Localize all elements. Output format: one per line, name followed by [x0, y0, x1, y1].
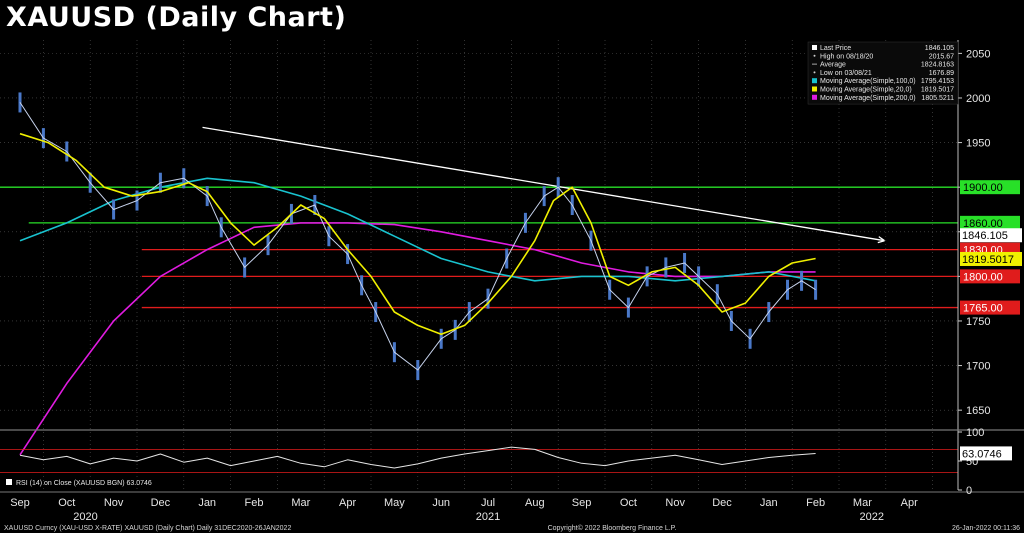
- month-label: Apr: [901, 497, 918, 509]
- grid-layer: [0, 40, 958, 490]
- rsi-value-box: [960, 446, 1012, 461]
- legend-swatch: [812, 78, 817, 84]
- legend-swatch: [813, 54, 816, 57]
- month-label: Sep: [10, 497, 30, 509]
- rsi-tick-label: 0: [966, 485, 972, 497]
- ma20-line: [19, 132, 816, 336]
- month-label: Dec: [712, 497, 732, 509]
- month-label: Oct: [58, 497, 75, 509]
- level-label: 1765.00: [963, 303, 1003, 315]
- price-tick-label: 1700: [966, 361, 990, 373]
- year-label: 2020: [73, 511, 97, 523]
- month-label: Feb: [245, 497, 264, 509]
- month-label: Mar: [291, 497, 310, 509]
- legend-value: 2015.67: [929, 53, 954, 60]
- footer-left: XAUUSD Curncy (XAU-USD X-RATE) XAUUSD (D…: [4, 525, 291, 532]
- legend-value: 1819.5017: [921, 87, 954, 94]
- month-label: Feb: [806, 497, 825, 509]
- footer: XAUUSD Curncy (XAU-USD X-RATE) XAUUSD (D…: [4, 524, 1020, 532]
- ma200-line: [19, 222, 816, 456]
- level-label-box: [960, 269, 1020, 284]
- month-label: Oct: [620, 497, 637, 509]
- legend-value: 1795.4153: [921, 78, 954, 85]
- month-label: Apr: [339, 497, 356, 509]
- price-label: 1819.5017: [962, 254, 1014, 266]
- legend-label: Average: [820, 62, 846, 69]
- month-label: Jul: [481, 497, 495, 509]
- price-bar: [814, 279, 818, 300]
- legend-label: Moving Average(Simple,20,0): [820, 87, 912, 94]
- price-tick-label: 2050: [966, 48, 990, 60]
- level-label-box: [960, 180, 1020, 195]
- series-layer: [18, 92, 818, 456]
- legend-label: Low on 03/08/21: [820, 70, 872, 77]
- level-label: 1800.00: [963, 271, 1003, 283]
- rsi-legend-label: RSI (14) on Close (XAUUSD BGN) 63.0746: [16, 480, 152, 487]
- year-label: 2021: [476, 511, 500, 523]
- month-label: Jan: [198, 497, 216, 509]
- chart-title: XAUUSD (Daily Chart): [6, 2, 347, 33]
- price-tick-label: 2000: [966, 93, 990, 105]
- level-label: 1900.00: [963, 182, 1003, 194]
- month-label: Jun: [432, 497, 450, 509]
- month-label: Nov: [665, 497, 685, 509]
- legend-value: 1676.89: [929, 70, 954, 77]
- price-tick-label: 1650: [966, 405, 990, 417]
- month-label: Jan: [760, 497, 778, 509]
- level-label: 1860.00: [963, 218, 1003, 230]
- price-tick-label: 1750: [966, 316, 990, 328]
- legend-label: Moving Average(Simple,200,0): [820, 95, 916, 102]
- axis-layer: 1650170017501800185019001950200020501900…: [0, 40, 1024, 523]
- footer-center: Copyright© 2022 Bloomberg Finance L.P.: [548, 524, 677, 532]
- legend-value: 1805.5211: [921, 95, 954, 102]
- rsi-tick-label: 100: [966, 427, 984, 439]
- legend-box: Last Price 1846.105 High on 08/18/20 2015.6…: [807, 41, 959, 105]
- trendline: [202, 126, 885, 242]
- month-label: Sep: [572, 497, 592, 509]
- legend-label: Last Price: [820, 45, 851, 52]
- rsi-legend-swatch: [6, 479, 12, 485]
- trendline-arrow: [877, 236, 885, 244]
- legend-swatch: [812, 86, 817, 92]
- price-label-box: [960, 251, 1022, 266]
- level-label-box: [960, 300, 1020, 315]
- legend-frame: [807, 41, 959, 105]
- legend-value: 1846.105: [925, 45, 954, 52]
- year-label: 2022: [860, 511, 884, 523]
- rsi-panel: RSI (14) on Close (XAUUSD BGN) 63.0746: [0, 446, 958, 487]
- price-label: 1846.105: [962, 230, 1008, 242]
- month-label: Dec: [151, 497, 171, 509]
- legend-swatch: [812, 94, 817, 100]
- legend-value: 1824.8163: [921, 62, 954, 69]
- rsi-value-label: 63.0746: [962, 448, 1002, 460]
- month-label: Nov: [104, 497, 124, 509]
- legend-label: Moving Average(Simple,100,0): [820, 78, 916, 85]
- legend-swatch: [813, 71, 816, 74]
- footer-right: 26-Jan-2022 00:11:36: [952, 525, 1020, 532]
- month-label: May: [384, 497, 405, 509]
- price-tick-label: 1950: [966, 138, 990, 150]
- price-line: [19, 102, 816, 371]
- month-label: Aug: [525, 497, 545, 509]
- legend-swatch: [812, 45, 817, 50]
- rsi-line: [19, 446, 816, 469]
- ma100-line: [19, 177, 816, 282]
- month-label: Mar: [853, 497, 872, 509]
- price-label-box: [960, 228, 1022, 243]
- legend-label: High on 08/18/20: [820, 53, 873, 60]
- level-label-box: [960, 215, 1020, 230]
